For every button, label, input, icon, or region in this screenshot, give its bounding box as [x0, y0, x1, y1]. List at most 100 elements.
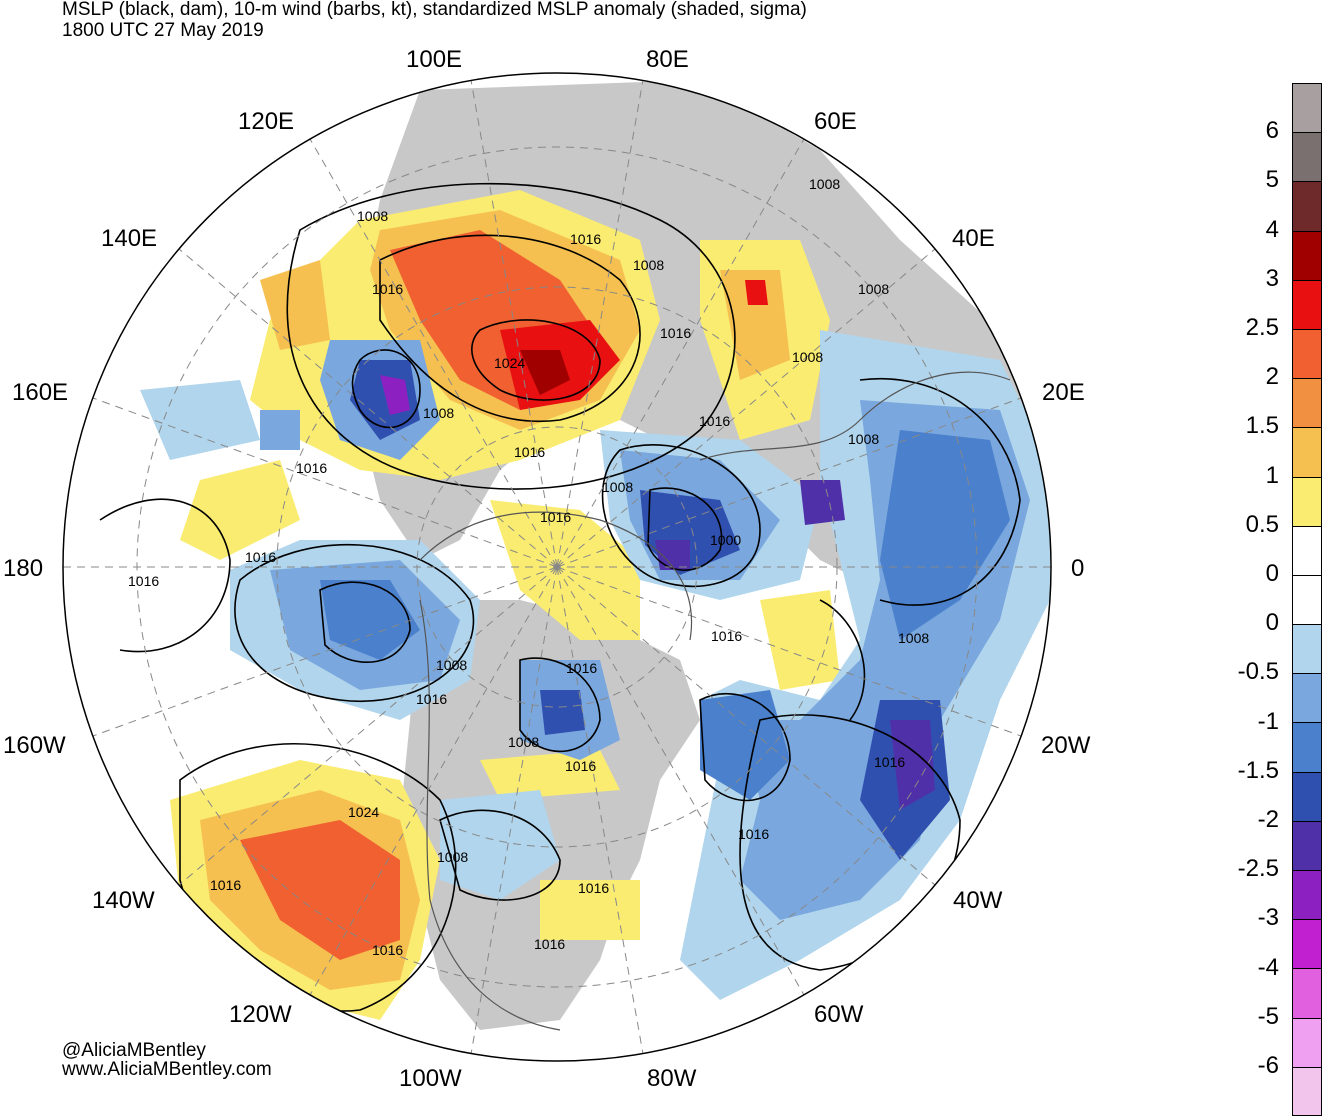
colorbar-swatch — [1292, 624, 1322, 674]
colorbar-swatch — [1292, 919, 1322, 969]
colorbar-swatch — [1292, 722, 1322, 772]
isobar-label: 1016 — [372, 942, 403, 958]
lon-label-60e: 60E — [814, 108, 857, 135]
colorbar-tick-label: 0 — [1265, 609, 1279, 637]
colorbar-tick-label: -3 — [1257, 904, 1279, 932]
colorbar-tick-label: 4 — [1265, 215, 1279, 243]
lon-label-40w: 40W — [953, 887, 1003, 914]
negative-anomaly-shading — [140, 330, 1050, 1000]
credit-website: www.AliciaMBentley.com — [62, 1059, 272, 1080]
isobar-label: 1016 — [874, 754, 905, 770]
isobar-label: 1016 — [578, 880, 609, 896]
colorbar-tick-label: -1 — [1257, 707, 1279, 735]
isobar-label: 1008 — [858, 281, 889, 297]
colorbar-tick-label: -5 — [1257, 1002, 1279, 1030]
colorbar-tick-label: 0 — [1265, 560, 1279, 587]
isobar-label: 1016 — [738, 826, 769, 842]
colorbar-swatch — [1292, 525, 1322, 575]
colorbar-tick-label: -1.5 — [1237, 756, 1279, 784]
isobar-label: 1008 — [633, 257, 664, 273]
colorbar-swatch — [1292, 427, 1322, 477]
colorbar-tick-label: 6 — [1265, 117, 1279, 145]
colorbar-swatch — [1292, 83, 1322, 133]
lon-label-80e: 80E — [646, 46, 689, 73]
colorbar-tick-label: 0.5 — [1245, 510, 1279, 538]
lon-label-160e: 160E — [12, 379, 68, 406]
lon-label-180: 180 — [3, 555, 43, 582]
lon-label-140w: 140W — [92, 887, 155, 914]
coastlines — [419, 371, 1011, 1031]
colorbar-swatch — [1292, 132, 1322, 182]
lon-label-120e: 120E — [238, 108, 294, 135]
graticule — [63, 79, 1051, 1055]
colorbar-tick-label: -2 — [1257, 806, 1279, 833]
colorbar-swatch — [1292, 1017, 1322, 1067]
lon-label-100w: 100W — [399, 1065, 462, 1086]
isobar-label: 1016 — [296, 460, 327, 476]
colorbar-swatch — [1292, 181, 1322, 231]
isobar-label: 1024 — [494, 355, 525, 371]
polar-stereographic-map: 1008 1016 1008 1016 1016 1008 1024 1008 … — [3, 46, 1091, 1086]
isobar-label: 1016 — [566, 660, 597, 676]
longitude-labels: 100E 80E 120E 60E 140E 40E 160E 20E 180 … — [3, 46, 1091, 1086]
colorbar-tick-label: 5 — [1265, 166, 1279, 194]
isobar-label: 1016 — [514, 444, 545, 460]
colorbar-swatch — [1292, 870, 1322, 920]
lon-label-140e: 140E — [101, 225, 157, 252]
colorbar-swatch — [1292, 378, 1322, 428]
colorbar-tick-label: 2 — [1265, 363, 1279, 391]
isobar-label: 1008 — [357, 208, 388, 224]
isobar-label: 1008 — [436, 657, 467, 673]
colorbar-tick-label: -2.5 — [1237, 855, 1279, 883]
isobar-label: 1016 — [372, 281, 403, 297]
isobar-label: 1008 — [423, 405, 454, 421]
colorbar-swatch — [1292, 574, 1322, 625]
colorbar-swatch — [1292, 476, 1322, 526]
isobar-label: 1008 — [809, 176, 840, 192]
isobar-label: 1016 — [699, 413, 730, 429]
isobar-label: 1016 — [711, 628, 742, 644]
lon-label-60w: 60W — [814, 1001, 864, 1028]
isobar-label: 1016 — [534, 936, 565, 952]
isobar-label: 1016 — [570, 231, 601, 247]
colorbar-swatch — [1292, 771, 1322, 821]
colorbar-swatch — [1292, 673, 1322, 723]
isobar-label: 1008 — [792, 349, 823, 365]
lon-label-80w: 80W — [647, 1065, 697, 1086]
valid-time: 1800 UTC 27 May 2019 — [62, 20, 264, 41]
isobar-label: 1016 — [210, 877, 241, 893]
isobar-contours — [99, 182, 1021, 1012]
map-border — [62, 72, 1052, 1062]
isobar-label: 1016 — [540, 509, 571, 525]
colorbar-swatch — [1292, 968, 1322, 1018]
positive-anomaly-shading — [170, 190, 840, 1020]
colorbar-swatch — [1292, 279, 1322, 329]
map-title: MSLP (black, dam), 10-m wind (barbs, kt)… — [62, 0, 807, 20]
lon-label-20e: 20E — [1042, 379, 1085, 406]
lon-label-100e: 100E — [406, 46, 462, 73]
isobar-label: 1008 — [437, 849, 468, 865]
lon-label-20w: 20W — [1041, 732, 1091, 759]
colorbar — [1292, 83, 1322, 1116]
isobar-label: 1024 — [348, 804, 379, 820]
isobar-label: 1000 — [710, 532, 741, 548]
colorbar-tick-label: 1 — [1265, 461, 1279, 489]
isobar-label: 1008 — [602, 479, 633, 495]
colorbar-tick-label: -4 — [1257, 953, 1279, 981]
colorbar-swatch — [1292, 230, 1322, 280]
isobar-label: 1016 — [660, 325, 691, 341]
isobar-label: 1016 — [565, 758, 596, 774]
isobar-label: 1008 — [848, 431, 879, 447]
colorbar-swatch — [1292, 328, 1322, 379]
colorbar-tick-label: -0.5 — [1237, 658, 1279, 686]
lon-label-0: 0 — [1071, 555, 1084, 582]
lon-label-120w: 120W — [229, 1001, 292, 1028]
isobar-label: 1016 — [128, 573, 159, 589]
colorbar-swatch — [1292, 820, 1322, 870]
lon-label-40e: 40E — [952, 225, 995, 252]
isobar-label: 1008 — [898, 630, 929, 646]
isobar-label: 1016 — [245, 549, 276, 565]
colorbar-tick-label: 2.5 — [1245, 314, 1279, 341]
colorbar-tick-label: -6 — [1257, 1052, 1279, 1079]
isobar-label: 1008 — [508, 734, 539, 750]
